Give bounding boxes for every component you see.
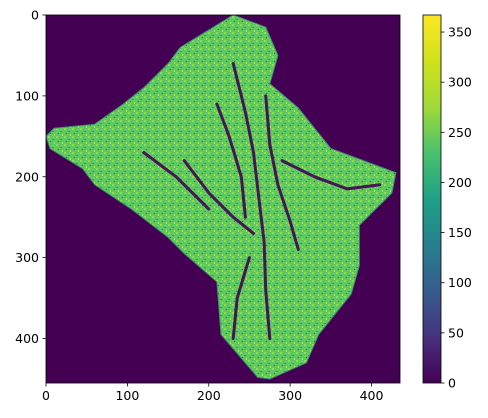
colorbar-tick-label: 300 <box>448 75 472 90</box>
x-tick-label: 300 <box>278 388 302 403</box>
heatmap-region <box>46 15 397 380</box>
heatmap-channel <box>182 159 255 235</box>
x-tick-label: 100 <box>115 388 139 403</box>
heatmap-image <box>46 15 400 383</box>
y-tick-label: 400 <box>15 331 39 346</box>
colorbar-tick-label: 250 <box>448 125 472 140</box>
axes: 0 100 200 300 400 0 100 200 300 400 <box>15 8 401 403</box>
x-tick-label: 200 <box>197 388 221 403</box>
colorbar-tick-label: 100 <box>448 275 472 290</box>
colorbar-gradient <box>422 14 442 384</box>
x-tick-label: 0 <box>42 388 50 403</box>
y-tick-label: 100 <box>15 88 39 103</box>
heatmap-channel <box>231 62 272 340</box>
heatmap-channel <box>264 94 300 251</box>
colorbar: 0 50 100 150 200 250 300 350 <box>422 14 472 391</box>
y-tick-label: 200 <box>15 169 39 184</box>
y-tick-label: 300 <box>15 250 39 265</box>
plot-frame <box>45 14 401 384</box>
heatmap-channel <box>215 102 247 219</box>
colorbar-tick-label: 350 <box>448 25 472 40</box>
heatmap-channel <box>280 159 382 191</box>
x-tick-label: 400 <box>360 388 384 403</box>
heatmap-channel <box>231 256 251 340</box>
heatmap-channel <box>142 151 211 211</box>
colorbar-tick-label: 50 <box>448 325 464 340</box>
y-tick-label: 0 <box>31 8 39 23</box>
colorbar-tick-label: 0 <box>448 376 456 391</box>
colorbar-tick-label: 200 <box>448 175 472 190</box>
colorbar-tick-label: 150 <box>448 225 472 240</box>
